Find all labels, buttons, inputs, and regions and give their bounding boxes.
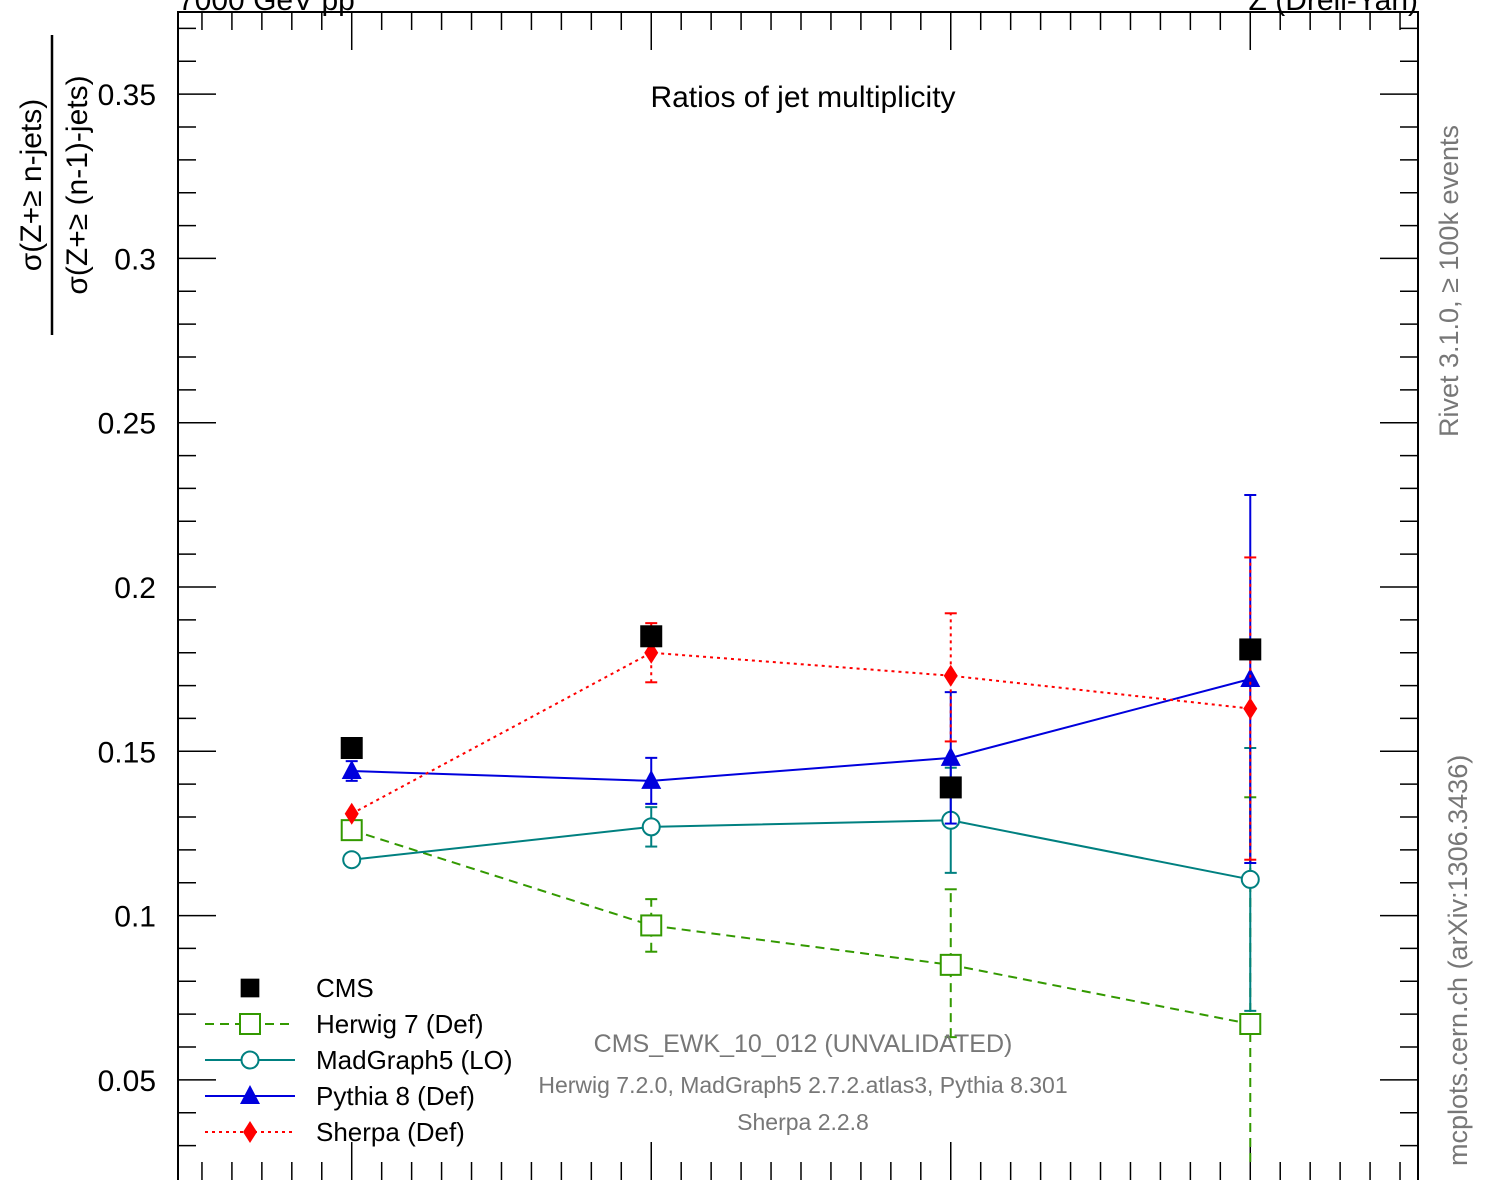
data-point [943,664,958,687]
series-line [351,678,1251,782]
data-point [640,914,663,937]
legend-label: Sherpa (Def) [316,1117,465,1147]
y-tick-label: 0.05 [98,1065,156,1098]
data-point [239,1013,261,1035]
series-line [351,829,1251,1025]
y-tick-labels: 0.05 0.1 0.15 0.2 0.25 0.3 0.35 [98,79,156,1098]
data-point [1243,697,1258,720]
generators-line-2: Sherpa 2.2.8 [737,1109,869,1135]
data-point [240,1050,260,1070]
series-layer [340,494,1262,1162]
plot-frame [177,11,1419,1180]
series-sherpa-def [344,556,1258,861]
data-point [240,978,260,998]
chart-title: Ratios of jet multiplicity [650,81,955,114]
legend-label: Herwig 7 (Def) [316,1009,484,1039]
series-pythia-8-def [341,494,1261,864]
data-point [939,776,962,799]
data-point [341,760,362,779]
analysis-label: CMS_EWK_10_012 (UNVALIDATED) [594,1030,1013,1058]
data-point [240,1085,260,1104]
data-point [342,850,362,870]
header-right-title: Z (Drell-Yan) [1249,0,1418,17]
y-tick-label: 0.1 [114,901,156,934]
series-madgraph5-lo [342,747,1260,1012]
data-point [641,817,661,837]
y-axis-label: σ(Z+≥ n-jets) σ(Z+≥ (n-1)-jets) [15,35,94,335]
legend-label: Pythia 8 (Def) [316,1081,475,1111]
y-label-denominator: σ(Z+≥ (n-1)-jets) [61,75,94,294]
series-line [351,819,1251,881]
legend-entry: Herwig 7 (Def) [205,1009,484,1039]
data-point [344,802,359,825]
legend-entry: Sherpa (Def) [205,1117,465,1147]
series-cms [340,625,1262,799]
data-point [1240,869,1260,889]
legend-entry: Pythia 8 (Def) [205,1081,475,1111]
legend-label: CMS [316,973,374,1003]
y-tick-label: 0.25 [98,408,156,441]
legend-entry: MadGraph5 (LO) [205,1045,513,1075]
legend-entry: CMS [240,973,374,1003]
legend: CMS Herwig 7 (Def) MadGraph5 (LO) Pythia 8 … [205,973,513,1147]
rivet-label: Rivet 3.1.0, ≥ 100k events [1434,125,1464,437]
data-point [640,625,663,648]
data-point [1239,638,1262,661]
mcplots-label: mcplots.cern.ch (arXiv:1306.3436) [1443,755,1473,1166]
y-label-numerator: σ(Z+≥ n-jets) [15,99,48,272]
axis-ticks [178,12,1418,1180]
header-left-title: 7000 GeV pp [178,0,355,17]
y-tick-label: 0.35 [98,79,156,112]
data-point [1239,1013,1262,1035]
data-point [939,953,962,976]
series-herwig-7-def [340,796,1262,1162]
y-tick-label: 0.2 [114,572,156,605]
y-tick-label: 0.15 [98,736,156,769]
data-point [641,769,662,789]
y-tick-label: 0.3 [114,243,156,276]
generators-line-1: Herwig 7.2.0, MadGraph5 2.7.2.atlas3, Py… [538,1072,1067,1098]
data-point [940,746,961,766]
series-line [351,651,1251,815]
legend-label: MadGraph5 (LO) [316,1045,513,1075]
data-point [340,737,363,759]
data-point [243,1121,257,1143]
